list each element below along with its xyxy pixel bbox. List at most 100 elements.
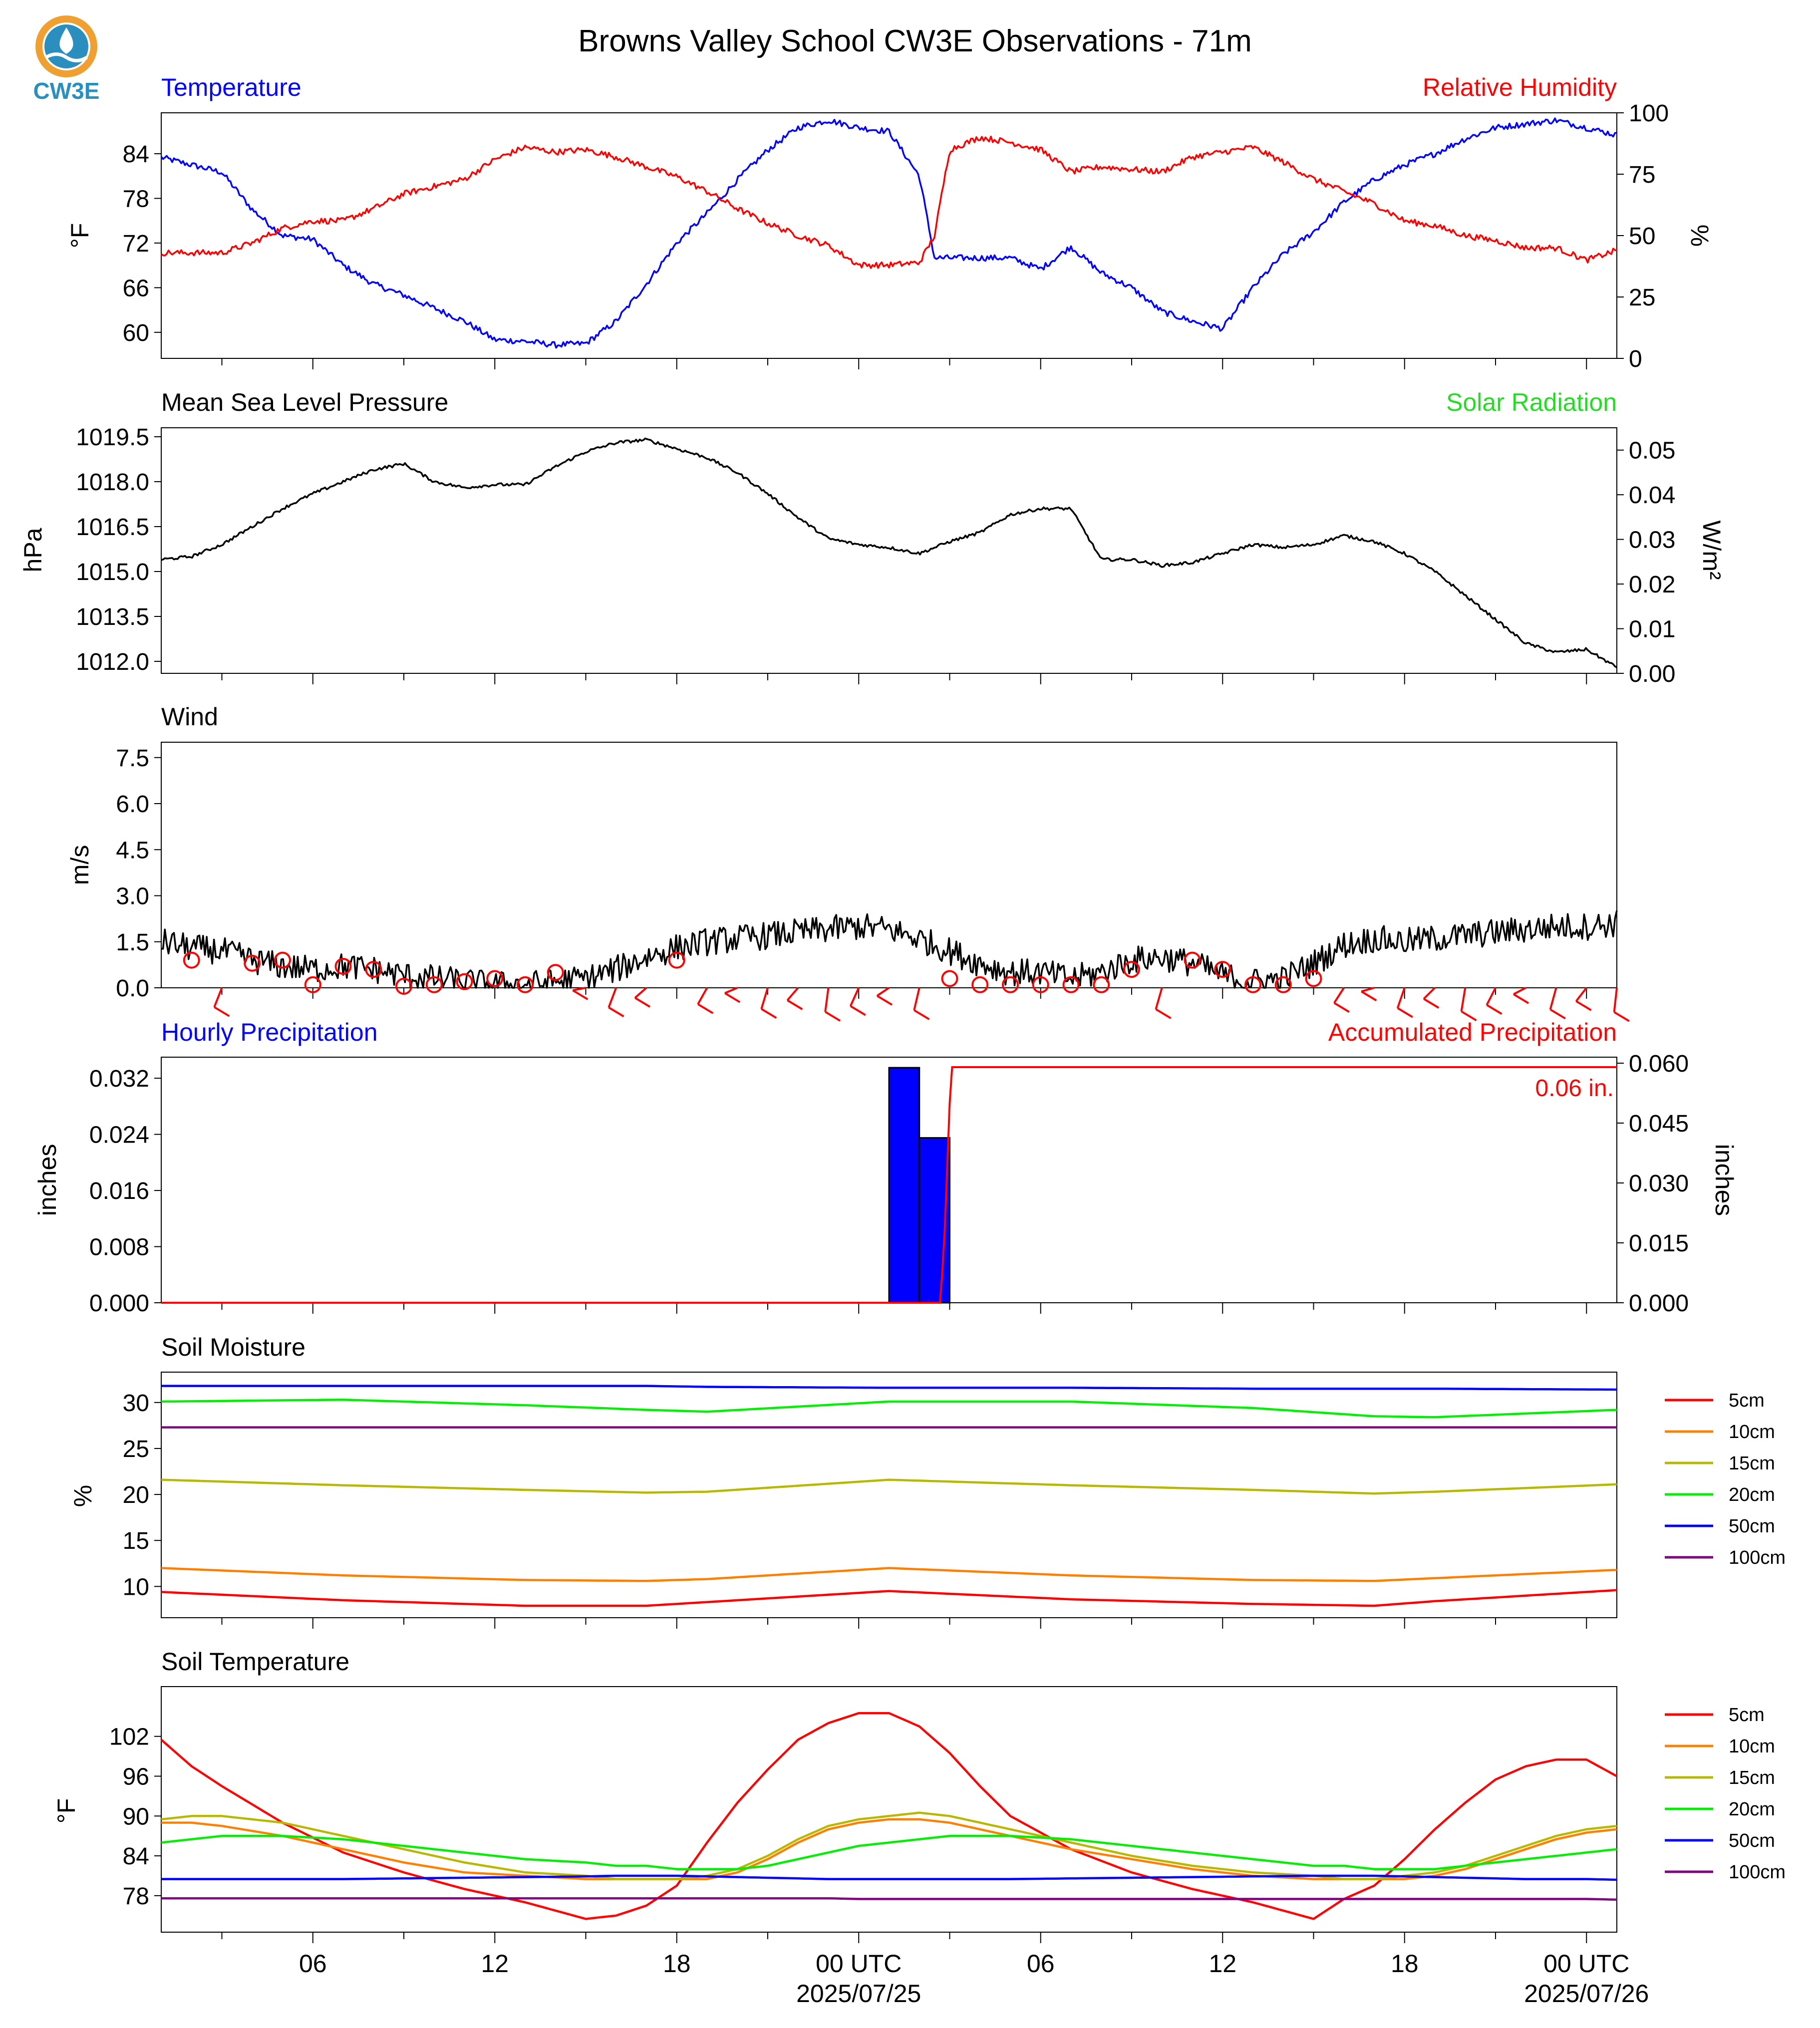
wind-barb-flag (1423, 998, 1440, 1009)
x-tick-label: 06 (1027, 1950, 1055, 1978)
legend-label-15cm: 15cm (1729, 1767, 1775, 1788)
panel-soil-moisture: Soil Moisture % 10 15 20 25 30 5cm 10cm 15cm 20… (69, 1333, 1786, 1629)
legend-soil-moisture: 5cm 10cm 15cm 20cm 50cm 100cm (1665, 1390, 1786, 1568)
panel-title-relative-humidity: Relative Humidity (1423, 73, 1617, 101)
y-tick-label: 0.032 (89, 1066, 149, 1092)
legend-label-15cm: 15cm (1729, 1453, 1775, 1474)
wind-barb-calm (334, 957, 352, 975)
y-tick-label: 1016.5 (76, 514, 149, 541)
series-relative-humidity (161, 135, 1617, 269)
x-tick-label: 18 (1391, 1950, 1419, 1978)
wind-barb-flag (214, 1006, 230, 1017)
y-tick-label: 66 (123, 275, 149, 301)
wind-barb-flag (1575, 1000, 1592, 1011)
wind-barb-flag (608, 1006, 624, 1018)
y-axis-label-left: °F (52, 1798, 80, 1824)
y-axis-label-right: % (1686, 225, 1714, 247)
y-tick-label-right: 0.045 (1629, 1111, 1689, 1137)
y-tick-label-right: 0.015 (1629, 1230, 1689, 1257)
wind-barb-staff (876, 987, 890, 997)
wind-barb-flag (1155, 1008, 1172, 1019)
wind-barb-staff (1575, 987, 1587, 1002)
wind-barb-calm (668, 951, 685, 969)
wind-barb-calm (1062, 976, 1080, 993)
y-axis-label-right: W/m² (1698, 520, 1726, 579)
wind-barb-flag (1513, 993, 1529, 1004)
y-tick-label: 84 (123, 1843, 149, 1870)
y-tick-label: 72 (123, 231, 149, 257)
wind-barb-staff (1486, 987, 1497, 1006)
logo-ring-icon (35, 15, 97, 77)
y-tick-label: 1015.0 (76, 559, 149, 585)
wind-barb-calm (1214, 961, 1231, 978)
wind-barb-calm (1093, 976, 1110, 993)
y-tick-label-right: 0.03 (1629, 527, 1675, 554)
wind-barb-staff (213, 987, 223, 1008)
wind-barb-flag (825, 1011, 841, 1022)
legend-label-10cm: 10cm (1729, 1422, 1775, 1443)
legend-label-10cm: 10cm (1729, 1736, 1775, 1757)
y-tick-label: 102 (109, 1724, 149, 1750)
wind-barb-staff (697, 987, 708, 1005)
series-10cm (161, 1567, 1617, 1582)
y-tick-label-right: 0.030 (1629, 1170, 1689, 1197)
accumulated-precipitation-line (161, 1066, 1617, 1304)
y-axis-label-left: inches (33, 1144, 61, 1216)
series-temperature (160, 117, 1617, 349)
y-tick-label: 20 (123, 1482, 149, 1508)
panel-title-solar-radiation: Solar Radiation (1446, 388, 1617, 416)
wind-barb-calm (1184, 951, 1201, 969)
panel-title-wind: Wind (161, 703, 218, 731)
x-tick-label: 00 UTC (816, 1950, 902, 1978)
wind-barb-calm (547, 964, 564, 981)
panel-soil-temperature: Soil Temperature °F 78 84 90 96 102 5cm 10cm 1… (52, 1648, 1786, 1943)
wind-barb-calm (941, 970, 958, 987)
y-tick-label-right: 0.04 (1629, 482, 1675, 509)
y-tick-label-right: 0 (1629, 346, 1642, 372)
logo-wave-icon (45, 52, 88, 62)
y-tick-label: 78 (123, 1883, 149, 1910)
legend-label-100cm: 100cm (1729, 1547, 1786, 1568)
panel-precipitation: Hourly Precipitation Accumulated Precipi… (33, 1018, 1738, 1317)
x-tick-date-label: 2025/07/26 (1524, 1980, 1649, 2008)
x-tick-label: 12 (1209, 1950, 1236, 1978)
wind-barb-calm (971, 976, 989, 993)
wind-barb-calm (1274, 976, 1292, 993)
y-tick-label: 78 (123, 186, 149, 212)
y-tick-label-right: 0.05 (1629, 438, 1675, 464)
x-tick-date-label: 2025/07/25 (796, 1980, 921, 2008)
panel-title-soil-temperature: Soil Temperature (161, 1648, 349, 1676)
y-tick-label: 0.0 (116, 975, 149, 1002)
y-tick-label: 84 (123, 141, 149, 168)
wind-barb-calm (395, 977, 412, 995)
series-5cm (160, 1712, 1618, 1920)
y-tick-label: 7.5 (116, 745, 149, 772)
plot-frame (161, 427, 1617, 674)
plot-frame (161, 1686, 1617, 1933)
legend-label-5cm: 5cm (1729, 1390, 1765, 1411)
wind-barb-calm (183, 951, 200, 969)
series-wind-speed (161, 910, 1618, 989)
panel-title-accumulated-precipitation: Accumulated Precipitation (1328, 1018, 1617, 1046)
accumulated-precipitation-label: 0.06 in. (1535, 1075, 1614, 1102)
series-50cm (161, 1874, 1617, 1881)
wind-barb-staff (1396, 987, 1406, 1009)
wind-barb-staff (634, 987, 647, 999)
wind-barb-flag (634, 997, 651, 1008)
wind-barb-staff (1333, 987, 1345, 1004)
y-tick-label: 90 (123, 1803, 149, 1830)
y-tick-label-right: 0.060 (1629, 1051, 1689, 1077)
wind-barb-flag (697, 1003, 714, 1014)
y-tick-label: 60 (123, 320, 149, 346)
wind-barb-flag (1333, 1002, 1350, 1013)
y-axis-label-left: % (69, 1485, 97, 1507)
y-tick-label: 3.0 (116, 883, 149, 910)
wind-barb-calm (456, 973, 473, 990)
panel-pressure: Mean Sea Level Pressure Solar Radiation … (19, 388, 1726, 687)
wind-barb-staff (824, 987, 830, 1012)
y-tick-label-right: 25 (1629, 285, 1655, 311)
panel-title-pressure: Mean Sea Level Pressure (161, 388, 448, 416)
x-tick-label: 18 (663, 1950, 691, 1978)
wind-barb-calm (1305, 970, 1322, 987)
wind-barb-flag (1461, 1010, 1477, 1022)
